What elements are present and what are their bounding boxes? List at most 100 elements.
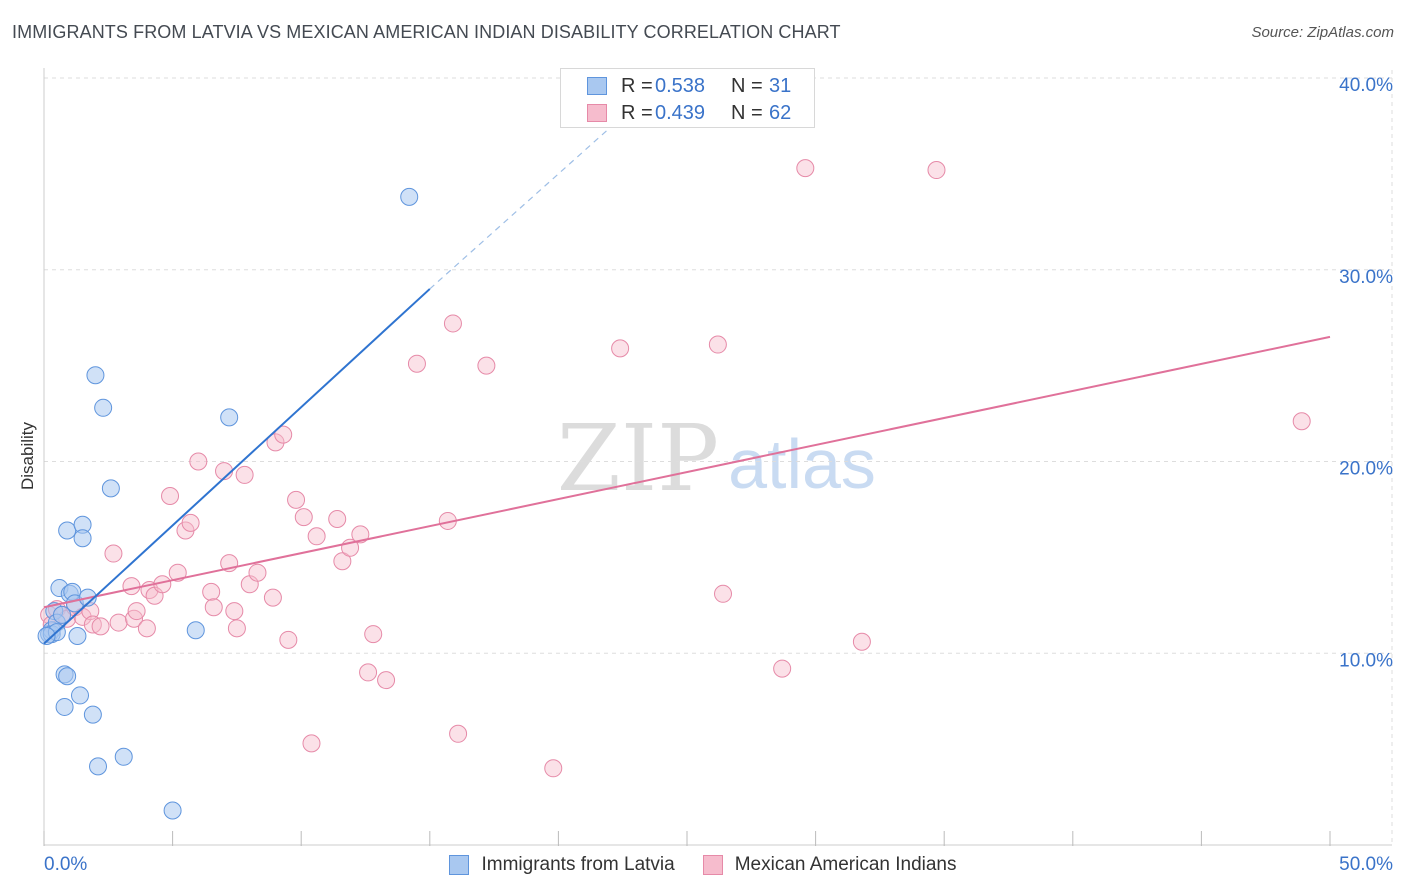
data-point-mexican-american-indians [279, 630, 298, 649]
data-point-mexican-american-indians [351, 525, 370, 544]
axes [43, 68, 1392, 846]
data-point-mexican-american-indians [927, 161, 946, 180]
data-point-mexican-american-indians [796, 159, 815, 178]
y-tick-label: 20.0% [1339, 459, 1393, 480]
data-point-mexican-american-indians [708, 335, 727, 354]
data-point-mexican-american-indians [359, 663, 378, 682]
series-legend-swatch-mexican-american-indians [702, 855, 723, 875]
data-point-mexican-american-indians [287, 490, 306, 509]
data-point-mexican-american-indians [248, 563, 267, 582]
data-point-mexican-american-indians [202, 582, 221, 601]
data-point-mexican-american-indians [227, 619, 246, 638]
data-point-mexican-american-indians [364, 625, 383, 644]
data-point-immigrants-from-latvia [186, 621, 205, 640]
data-point-mexican-american-indians [168, 563, 187, 582]
trend-line-mexican-american-indians [43, 335, 1331, 609]
series-legend-label-mexican-american-indians: Mexican American Indians [734, 854, 957, 875]
series-legend-latvia[interactable]: Immigrants from Latvia [449, 854, 675, 876]
tick-labels: 10.0% 20.0% 30.0% 40.0% 0.0% 50.0% [44, 75, 1393, 875]
data-point-mexican-american-indians [266, 433, 285, 452]
data-point-immigrants-from-latvia [58, 667, 77, 686]
legend-r-label: R = [621, 101, 653, 124]
trend-extension-immigrants-from-latvia [429, 104, 636, 290]
legend-n-value: 62 [769, 101, 792, 124]
data-point-mexican-american-indians [109, 613, 128, 632]
data-point-immigrants-from-latvia [89, 757, 108, 776]
legend-n-label: N = [731, 101, 763, 124]
y-tick-label: 10.0% [1339, 650, 1393, 671]
data-point-mexican-american-indians [91, 617, 110, 636]
trend-line-immigrants-from-latvia [43, 288, 431, 645]
data-point-mexican-american-indians [449, 724, 468, 743]
legend-row-mexican-american-indians: R = 0.439 N = 62 [587, 100, 791, 126]
data-point-mexican-american-indians [122, 577, 141, 596]
data-point-mexican-american-indians [443, 314, 462, 333]
data-point-immigrants-from-latvia [220, 408, 239, 427]
data-point-immigrants-from-latvia [73, 529, 92, 548]
data-point-mexican-american-indians [773, 659, 792, 678]
data-point-mexican-american-indians [407, 354, 426, 373]
data-point-mexican-american-indians [127, 602, 146, 621]
data-point-mexican-american-indians [161, 487, 180, 506]
series-legend: Immigrants from Latvia Mexican American … [0, 852, 1406, 878]
legend-r-value: 0.538 [655, 74, 706, 97]
data-point-mexican-american-indians [189, 452, 208, 471]
x-tick-label: 50.0% [1339, 854, 1393, 875]
data-point-mexican-american-indians [1292, 412, 1311, 431]
data-point-mexican-american-indians [181, 513, 200, 532]
data-point-immigrants-from-latvia [101, 479, 120, 498]
correlation-legend: R = 0.538 N = 31 R = 0.439 N = 62 [560, 68, 815, 128]
data-point-immigrants-from-latvia [53, 605, 72, 624]
series-legend-mexican-american-indians[interactable]: Mexican American Indians [702, 854, 957, 876]
y-tick-label: 40.0% [1339, 75, 1393, 96]
legend-r-value: 0.439 [655, 101, 706, 124]
data-point-immigrants-from-latvia [400, 187, 419, 206]
data-point-mexican-american-indians [204, 598, 223, 617]
data-point-mexican-american-indians [294, 508, 313, 527]
data-point-mexican-american-indians [274, 425, 293, 444]
data-point-mexican-american-indians [714, 584, 733, 603]
data-point-mexican-american-indians [477, 356, 496, 375]
watermark: ZIP atlas [557, 405, 876, 512]
data-point-immigrants-from-latvia [94, 398, 113, 417]
data-point-mexican-american-indians [544, 759, 563, 778]
data-point-mexican-american-indians [328, 510, 347, 529]
chart-title: IMMIGRANTS FROM LATVIA VS MEXICAN AMERIC… [12, 22, 841, 42]
data-point-mexican-american-indians [137, 619, 156, 638]
data-point-immigrants-from-latvia [114, 747, 133, 766]
y-axis-label: Disability [18, 421, 37, 491]
data-point-mexican-american-indians [333, 552, 352, 571]
legend-r-label: R = [621, 74, 653, 97]
y-tick-label: 30.0% [1339, 267, 1393, 288]
legend-swatch-latvia [587, 77, 607, 95]
data-point-immigrants-from-latvia [58, 521, 77, 540]
data-point-mexican-american-indians [104, 544, 123, 563]
series-legend-label-latvia: Immigrants from Latvia [481, 854, 675, 875]
data-point-mexican-american-indians [302, 734, 321, 753]
data-point-immigrants-from-latvia [83, 705, 102, 724]
series-immigrants-from-latvia [37, 187, 419, 820]
data-point-mexican-american-indians [852, 632, 871, 651]
data-point-immigrants-from-latvia [37, 626, 56, 645]
data-point-immigrants-from-latvia [163, 801, 182, 820]
data-point-mexican-american-indians [83, 615, 102, 634]
legend-n-value: 31 [769, 74, 792, 97]
data-point-immigrants-from-latvia [86, 366, 105, 385]
data-point-mexican-american-indians [307, 527, 326, 546]
data-point-immigrants-from-latvia [71, 686, 90, 705]
data-point-mexican-american-indians [225, 602, 244, 621]
data-point-mexican-american-indians [611, 339, 630, 358]
x-tick-label: 0.0% [44, 854, 87, 875]
data-point-mexican-american-indians [235, 465, 254, 484]
chart-source: Source: ZipAtlas.com [1251, 24, 1394, 41]
data-point-mexican-american-indians [377, 671, 396, 690]
trend-lines [43, 104, 1331, 645]
data-point-mexican-american-indians [263, 588, 282, 607]
watermark-zip: ZIP [557, 405, 719, 512]
data-point-immigrants-from-latvia [68, 626, 87, 645]
legend-swatch-mexican-american-indians [587, 104, 607, 122]
series-legend-swatch-latvia [449, 855, 470, 875]
data-point-immigrants-from-latvia [55, 697, 74, 716]
legend-row-latvia: R = 0.538 N = 31 [587, 73, 791, 99]
